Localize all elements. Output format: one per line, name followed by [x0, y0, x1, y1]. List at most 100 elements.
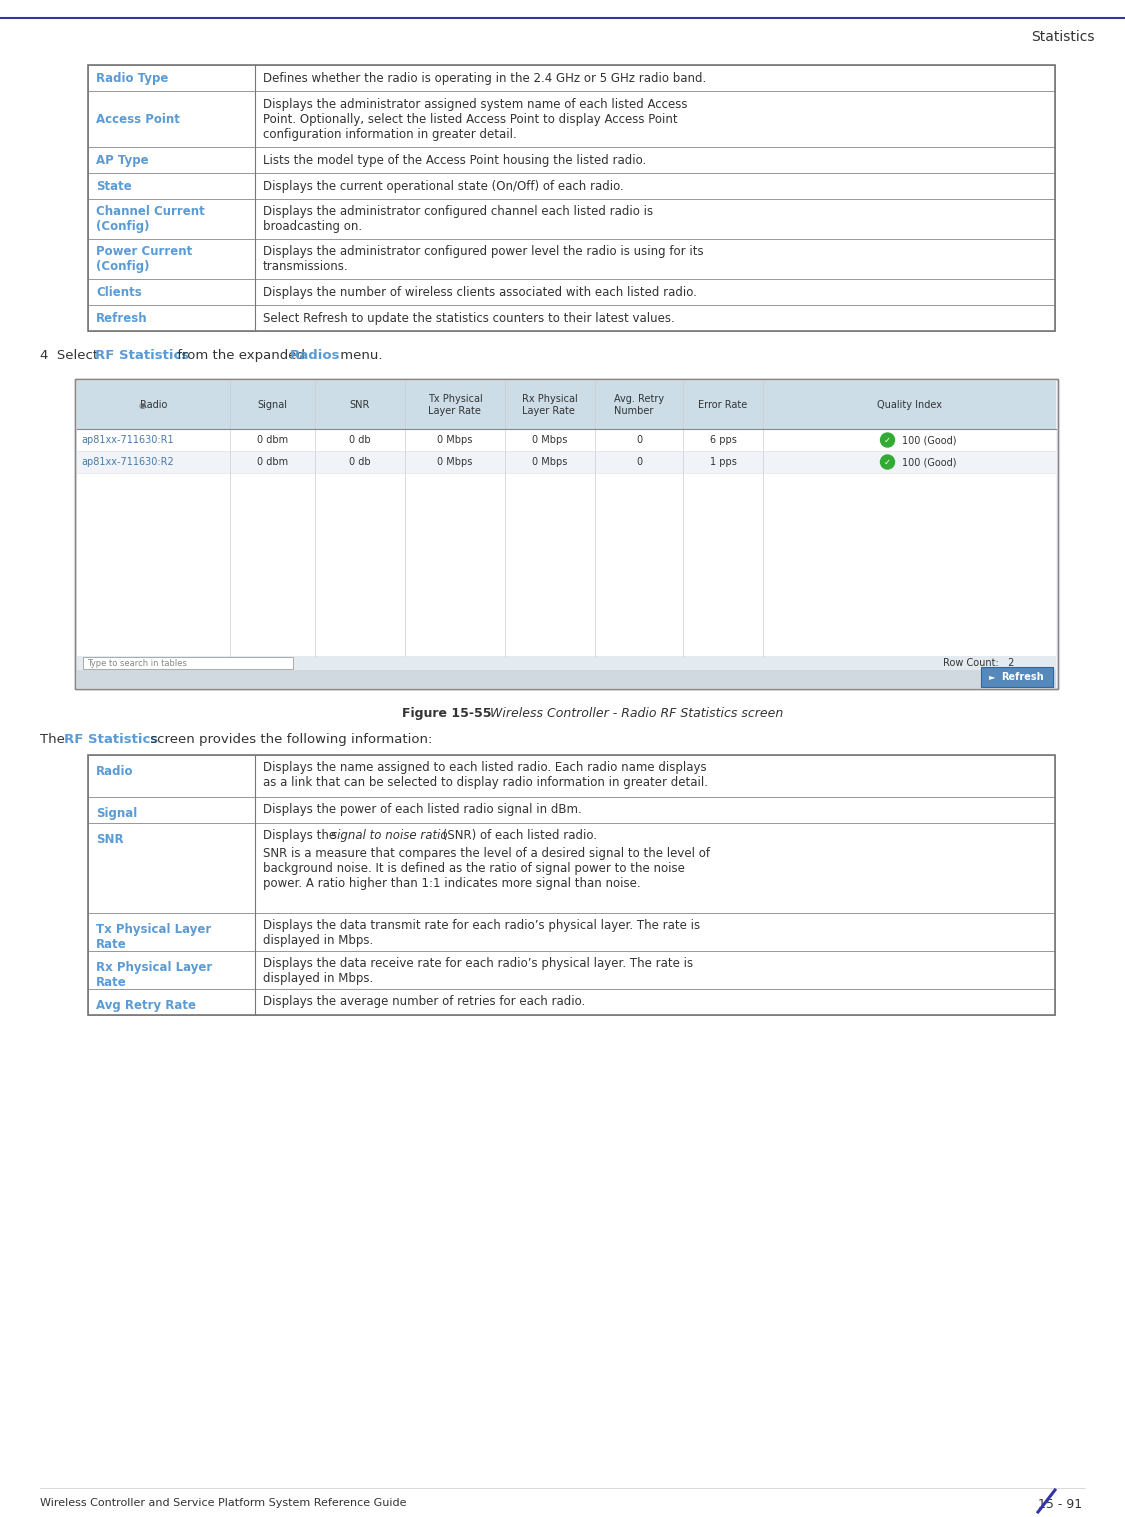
- Text: menu.: menu.: [336, 349, 383, 363]
- Text: The: The: [40, 733, 69, 746]
- Text: Displays the administrator assigned system name of each listed Access
Point. Opt: Displays the administrator assigned syst…: [263, 97, 687, 141]
- Text: Radio Type: Radio Type: [96, 71, 169, 85]
- Bar: [76, 381, 1056, 655]
- Text: Figure 15-55: Figure 15-55: [402, 707, 490, 721]
- Bar: [76, 671, 1056, 689]
- Text: ap81xx-711630:R1: ap81xx-711630:R1: [81, 435, 173, 444]
- Text: Refresh: Refresh: [1001, 672, 1044, 683]
- Text: Tx Physical Layer
Rate: Tx Physical Layer Rate: [96, 922, 212, 951]
- Text: Displays the number of wireless clients associated with each listed radio.: Displays the number of wireless clients …: [263, 285, 696, 299]
- Bar: [88, 279, 1055, 305]
- Text: Rx Physical Layer
Rate: Rx Physical Layer Rate: [96, 960, 213, 989]
- Text: Quality Index: Quality Index: [878, 400, 942, 410]
- Text: signal to noise ratio: signal to noise ratio: [331, 828, 448, 842]
- Bar: [76, 429, 1056, 451]
- Text: Radio: Radio: [140, 400, 168, 410]
- Text: Avg. Retry
Number: Avg. Retry Number: [614, 394, 664, 416]
- Text: Displays the power of each listed radio signal in dBm.: Displays the power of each listed radio …: [263, 802, 582, 816]
- Text: Channel Current
(Config): Channel Current (Config): [96, 205, 205, 234]
- Circle shape: [881, 432, 894, 448]
- Bar: [76, 451, 1056, 473]
- Text: Error Rate: Error Rate: [699, 400, 748, 410]
- Text: Defines whether the radio is operating in the 2.4 GHz or 5 GHz radio band.: Defines whether the radio is operating i…: [263, 71, 706, 85]
- Bar: [88, 173, 1055, 199]
- Text: 15 - 91: 15 - 91: [1038, 1497, 1082, 1511]
- Bar: [88, 989, 1055, 1015]
- Bar: [83, 657, 292, 669]
- Text: RF Statistics: RF Statistics: [94, 349, 189, 363]
- Text: SNR is a measure that compares the level of a desired signal to the level of
bac: SNR is a measure that compares the level…: [263, 846, 710, 890]
- Text: screen provides the following information:: screen provides the following informatio…: [146, 733, 432, 746]
- Text: ✓: ✓: [884, 435, 891, 444]
- Text: AP Type: AP Type: [96, 153, 148, 167]
- Text: Lists the model type of the Access Point housing the listed radio.: Lists the model type of the Access Point…: [263, 153, 646, 167]
- Text: Tx Physical
Layer Rate: Tx Physical Layer Rate: [428, 394, 483, 416]
- Circle shape: [881, 455, 894, 469]
- Text: ►: ►: [989, 672, 996, 681]
- Bar: [981, 667, 1053, 687]
- Text: 0: 0: [636, 457, 642, 467]
- Text: Signal: Signal: [258, 400, 288, 410]
- Text: 1 pps: 1 pps: [710, 457, 737, 467]
- Text: 100 (Good): 100 (Good): [901, 435, 956, 444]
- Text: Wireless Controller - Radio RF Statistics screen: Wireless Controller - Radio RF Statistic…: [482, 707, 783, 721]
- Text: from the expanded: from the expanded: [173, 349, 309, 363]
- Text: (SNR) of each listed radio.: (SNR) of each listed radio.: [439, 828, 597, 842]
- Bar: [88, 951, 1055, 989]
- Text: Signal: Signal: [96, 807, 137, 821]
- Bar: [88, 91, 1055, 147]
- Text: Radios: Radios: [290, 349, 341, 363]
- Bar: [88, 147, 1055, 173]
- Bar: [88, 240, 1055, 279]
- Bar: [88, 199, 1055, 240]
- Text: Displays the: Displays the: [263, 828, 340, 842]
- Text: Statistics: Statistics: [1032, 30, 1095, 44]
- Bar: [75, 379, 1058, 689]
- Text: Displays the administrator configured channel each listed radio is
broadcasting : Displays the administrator configured ch…: [263, 205, 654, 234]
- Text: 0: 0: [636, 435, 642, 444]
- Text: State: State: [96, 179, 132, 193]
- Text: 4  Select: 4 Select: [40, 349, 102, 363]
- Text: RF Statistics: RF Statistics: [64, 733, 159, 746]
- Text: SNR: SNR: [96, 833, 124, 846]
- Text: ◉: ◉: [138, 400, 145, 410]
- Text: Displays the data transmit rate for each radio’s physical layer. The rate is
dis: Displays the data transmit rate for each…: [263, 919, 700, 947]
- Text: 0 Mbps: 0 Mbps: [532, 457, 568, 467]
- Text: 0 db: 0 db: [349, 435, 371, 444]
- Bar: [88, 65, 1055, 91]
- Text: 0 Mbps: 0 Mbps: [438, 435, 472, 444]
- Text: Displays the name assigned to each listed radio. Each radio name displays
as a l: Displays the name assigned to each liste…: [263, 762, 708, 789]
- Bar: [88, 755, 1055, 796]
- Text: Refresh: Refresh: [96, 311, 147, 325]
- Bar: [76, 381, 1056, 429]
- Text: Access Point: Access Point: [96, 112, 180, 126]
- Text: Type to search in tables: Type to search in tables: [87, 658, 187, 667]
- Bar: [88, 755, 1055, 1015]
- Text: Avg Retry Rate: Avg Retry Rate: [96, 1000, 196, 1012]
- Text: ✓: ✓: [884, 458, 891, 467]
- Text: Displays the administrator configured power level the radio is using for its
tra: Displays the administrator configured po…: [263, 246, 703, 273]
- Text: 0 dbm: 0 dbm: [256, 457, 288, 467]
- Bar: [88, 796, 1055, 824]
- Text: 6 pps: 6 pps: [710, 435, 737, 444]
- Text: ap81xx-711630:R2: ap81xx-711630:R2: [81, 457, 173, 467]
- Bar: [76, 655, 1056, 671]
- Text: 0 Mbps: 0 Mbps: [438, 457, 472, 467]
- Text: Clients: Clients: [96, 285, 142, 299]
- Text: 0 dbm: 0 dbm: [256, 435, 288, 444]
- Text: Displays the average number of retries for each radio.: Displays the average number of retries f…: [263, 995, 585, 1007]
- Bar: [88, 913, 1055, 951]
- Bar: [88, 305, 1055, 331]
- Text: Displays the current operational state (On/Off) of each radio.: Displays the current operational state (…: [263, 179, 623, 193]
- Text: 100 (Good): 100 (Good): [901, 457, 956, 467]
- Text: Radio: Radio: [96, 765, 134, 778]
- Text: 0 db: 0 db: [349, 457, 371, 467]
- Text: SNR: SNR: [350, 400, 370, 410]
- Text: Rx Physical
Layer Rate: Rx Physical Layer Rate: [522, 394, 578, 416]
- Text: Row Count:   2: Row Count: 2: [943, 658, 1015, 667]
- Bar: [88, 824, 1055, 913]
- Text: Select Refresh to update the statistics counters to their latest values.: Select Refresh to update the statistics …: [263, 311, 675, 325]
- Text: Power Current
(Config): Power Current (Config): [96, 246, 192, 273]
- Bar: [75, 379, 1058, 689]
- Text: Displays the data receive rate for each radio’s physical layer. The rate is
disp: Displays the data receive rate for each …: [263, 957, 693, 985]
